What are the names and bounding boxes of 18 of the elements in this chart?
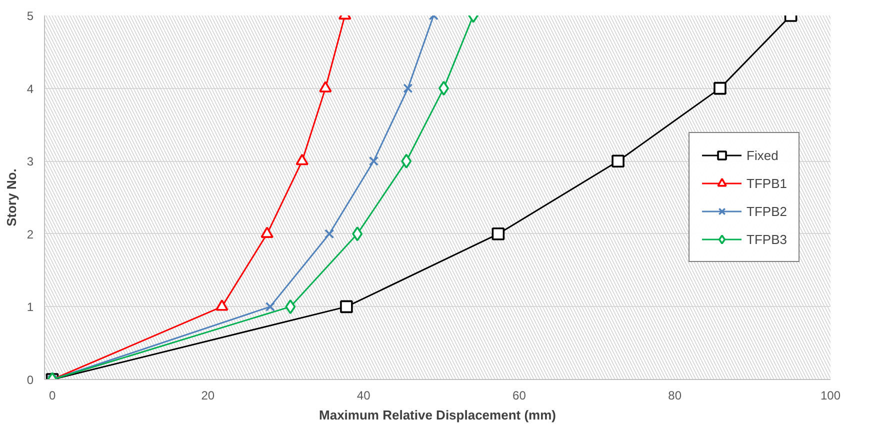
legend-label: TFPB3 (746, 232, 787, 246)
y-tick-label: 5 (26, 9, 34, 23)
x-tick-label: 60 (512, 388, 526, 402)
y-tick-label: 0 (26, 373, 34, 387)
x-tick-label: 80 (668, 388, 682, 402)
y-tick-label: 1 (26, 300, 34, 314)
x-tick-label: 0 (48, 388, 56, 402)
x-tick-label: 20 (201, 388, 215, 402)
y-axis-title: Story No. (4, 168, 19, 226)
legend-label: Fixed (746, 148, 778, 162)
legend-label: TFPB2 (746, 204, 787, 218)
y-tick-label: 2 (26, 227, 34, 242)
y-tick-label: 4 (26, 82, 34, 96)
x-tick-label: 40 (356, 388, 371, 402)
legend-label: TFPB1 (746, 176, 787, 190)
x-tick-label: 100 (820, 388, 841, 402)
y-tick-label: 3 (26, 154, 34, 169)
x-axis-title: Maximum Relative Displacement (mm) (319, 408, 556, 422)
